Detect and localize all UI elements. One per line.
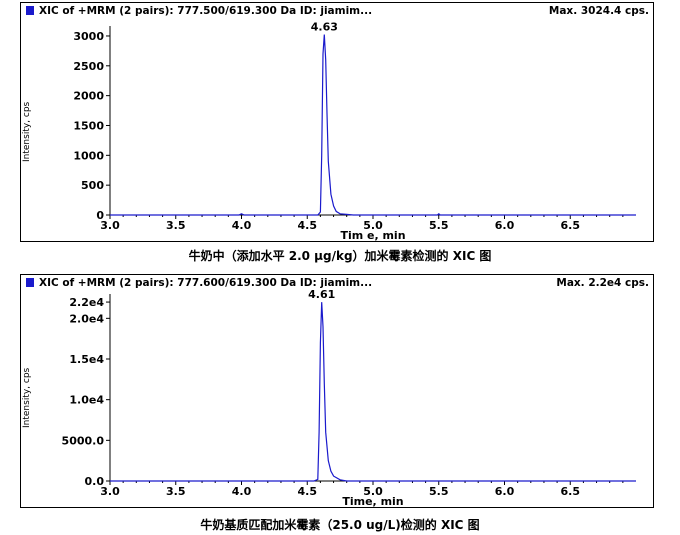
x-tick-label-a: 3.5 <box>166 219 186 232</box>
x-tick-label-b: 6.5 <box>561 485 581 498</box>
y-tick-label-a: 3000 <box>73 30 104 43</box>
x-tick-label-a: 6.5 <box>561 219 581 232</box>
x-tick-label-b: 3.5 <box>166 485 186 498</box>
chart-header-b: XIC of +MRM (2 pairs): 777.600/619.300 D… <box>21 275 653 291</box>
x-tick-label-b: 5.5 <box>429 485 449 498</box>
y-tick-label-b: 1.5e4 <box>69 353 104 366</box>
chart-panel-a: XIC of +MRM (2 pairs): 777.500/619.300 D… <box>20 2 654 242</box>
x-tick-label-a: 4.5 <box>298 219 318 232</box>
x-axis-label-a: Tim e, min <box>340 229 405 242</box>
chart-title-b: XIC of +MRM (2 pairs): 777.600/619.300 D… <box>39 277 373 289</box>
x-tick-label-a: 4.0 <box>232 219 252 232</box>
chart-panel-b: XIC of +MRM (2 pairs): 777.600/619.300 D… <box>20 274 654 508</box>
x-tick-label-a: 6.0 <box>495 219 515 232</box>
figure-caption-b: 牛奶基质匹配加米霉素（25.0 ug/L)检测的 XIC 图 <box>200 518 480 532</box>
max-intensity-label-a: Max. 3024.4 cps. <box>548 5 649 17</box>
x-tick-label-b: 3.0 <box>100 485 120 498</box>
chromatogram-trace-b <box>110 302 636 482</box>
peak-apex-label-a: 4.63 <box>311 21 338 34</box>
y-tick-label-b: 5000.0 <box>62 434 105 447</box>
chromatogram-trace-a <box>110 34 636 216</box>
y-tick-label-a: 500 <box>81 179 104 192</box>
figure-caption-a: 牛奶中（添加水平 2.0 μg/kg）加米霉素检测的 XIC 图 <box>188 249 492 263</box>
y-tick-label-a: 2500 <box>73 60 104 73</box>
y-tick-label-b: 0.0 <box>85 475 105 488</box>
y-tick-label-b: 1.0e4 <box>69 394 104 407</box>
x-tick-label-b: 4.0 <box>232 485 252 498</box>
x-axis-label-b: Time, min <box>342 495 403 508</box>
x-tick-label-a: 3.0 <box>100 219 120 232</box>
max-intensity-label-b: Max. 2.2e4 cps. <box>556 277 649 289</box>
y-tick-label-b: 2.2e4 <box>69 296 104 309</box>
x-tick-label-b: 4.5 <box>298 485 318 498</box>
y-tick-label-a: 2000 <box>73 90 104 103</box>
chart-header-a: XIC of +MRM (2 pairs): 777.500/619.300 D… <box>21 3 653 19</box>
series-color-swatch-b <box>26 278 34 287</box>
x-tick-label-b: 5.0 <box>363 485 383 498</box>
series-color-swatch-a <box>26 6 34 15</box>
y-tick-label-a: 1000 <box>73 149 104 162</box>
x-tick-label-a: 5.0 <box>363 219 383 232</box>
y-tick-label-b: 2.0e4 <box>69 312 104 325</box>
y-tick-label-a: 1500 <box>73 119 104 132</box>
y-tick-label-a: 0 <box>96 209 104 222</box>
x-tick-label-a: 5.5 <box>429 219 449 232</box>
peak-apex-label-b: 4.61 <box>308 288 335 301</box>
x-tick-label-b: 6.0 <box>495 485 515 498</box>
chart-title-a: XIC of +MRM (2 pairs): 777.500/619.300 D… <box>39 5 373 17</box>
